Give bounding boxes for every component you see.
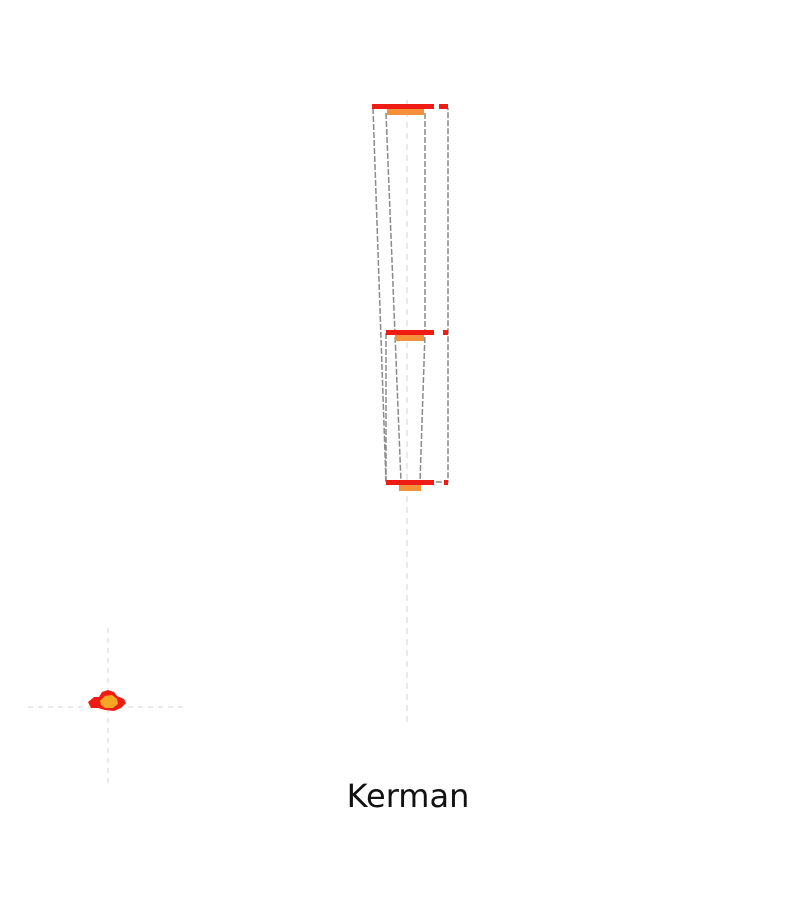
bottom-band [386, 480, 434, 485]
extent-orange-bands [387, 109, 424, 491]
top-band-tick [439, 104, 448, 109]
extent-outline [373, 108, 448, 482]
inset-locator-shape [88, 690, 126, 711]
region-label: Kerman [300, 772, 516, 820]
top-highlight [387, 109, 424, 115]
bottom-highlight [399, 485, 421, 491]
middle-highlight [395, 335, 424, 341]
middle-band [386, 330, 434, 335]
middle-band-tick [443, 330, 448, 335]
bottom-band-tick [444, 480, 448, 485]
top-band [372, 104, 434, 109]
